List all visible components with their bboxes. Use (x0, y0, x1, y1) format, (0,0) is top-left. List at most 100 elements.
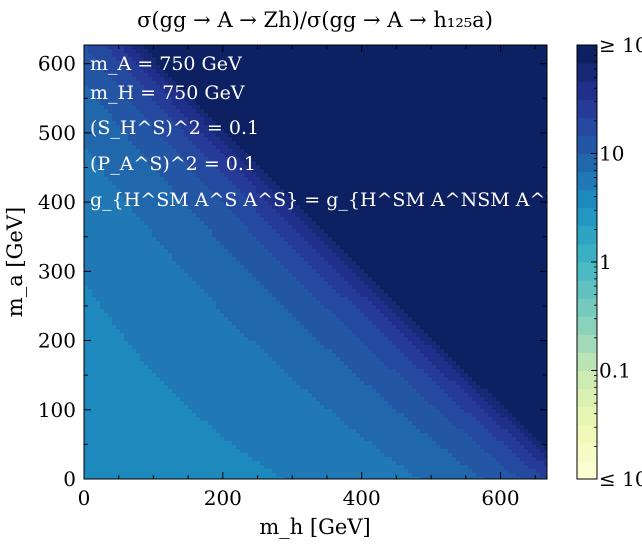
contour-cell (188, 57, 193, 62)
contour-cell (188, 449, 193, 454)
contour-cell (116, 241, 121, 246)
contour-cell (136, 105, 141, 110)
contour-cell (264, 293, 269, 298)
contour-cell (192, 149, 197, 154)
contour-cell (120, 361, 125, 366)
contour-cell (132, 121, 137, 126)
contour-cell (188, 61, 193, 66)
contour-cell (212, 385, 217, 390)
contour-cell (148, 149, 153, 154)
contour-cell (200, 89, 205, 94)
contour-cell (236, 229, 241, 234)
contour-cell (220, 253, 225, 258)
contour-cell (232, 313, 237, 318)
contour-cell (168, 225, 173, 230)
chart-title: σ(gg → A → Zh)/σ(gg → A → h₁₂₅a) (137, 8, 493, 32)
contour-cell (256, 245, 261, 250)
contour-cell (228, 189, 233, 194)
contour-cell (152, 213, 157, 218)
contour-cell (116, 237, 121, 242)
contour-cell (104, 449, 109, 454)
contour-cell (104, 141, 109, 146)
contour-cell (140, 181, 145, 186)
contour-cell (200, 161, 205, 166)
contour-cell (168, 121, 173, 126)
contour-cell (264, 225, 269, 230)
contour-cell (204, 385, 209, 390)
contour-cell (164, 405, 169, 410)
contour-cell (180, 393, 185, 398)
contour-cell (96, 405, 101, 410)
contour-cell (136, 77, 141, 82)
contour-cell (172, 81, 177, 86)
contour-cell (152, 357, 157, 362)
contour-cell (152, 261, 157, 266)
contour-cell (200, 449, 205, 454)
contour-cell (172, 277, 177, 282)
contour-cell (216, 209, 221, 214)
contour-cell (224, 109, 229, 114)
contour-cell (104, 457, 109, 462)
contour-cell (152, 65, 157, 70)
contour-cell (224, 133, 229, 138)
contour-cell (120, 89, 125, 94)
contour-cell (156, 361, 161, 366)
contour-cell (160, 345, 165, 350)
contour-cell (124, 273, 129, 278)
contour-cell (196, 69, 201, 74)
contour-cell (244, 357, 249, 362)
contour-cell (168, 169, 173, 174)
contour-cell (144, 89, 149, 94)
contour-cell (184, 461, 189, 466)
contour-cell (140, 289, 145, 294)
contour-cell (256, 117, 261, 122)
contour-cell (212, 437, 217, 442)
contour-cell (84, 465, 89, 470)
contour-cell (232, 321, 237, 326)
contour-cell (156, 281, 161, 286)
contour-cell (112, 337, 117, 342)
contour-cell (244, 89, 249, 94)
contour-cell (176, 425, 181, 430)
contour-cell (160, 265, 165, 270)
contour-cell (264, 389, 269, 394)
contour-cell (140, 277, 145, 282)
contour-cell (216, 61, 221, 66)
contour-cell (196, 157, 201, 162)
contour-cell (180, 345, 185, 350)
contour-cell (104, 393, 109, 398)
contour-cell (212, 121, 217, 126)
contour-cell (256, 101, 261, 106)
contour-cell (220, 125, 225, 130)
contour-cell (220, 45, 225, 50)
contour-cell (244, 229, 249, 234)
contour-cell (124, 469, 129, 474)
contour-cell (168, 85, 173, 90)
contour-cell (164, 477, 169, 479)
contour-cell (192, 157, 197, 162)
contour-cell (224, 81, 229, 86)
contour-cell (164, 357, 169, 362)
contour-cell (136, 221, 141, 226)
contour-cell (136, 253, 141, 258)
contour-cell (92, 421, 97, 426)
contour-cell (252, 181, 257, 186)
contour-cell (248, 397, 253, 402)
contour-cell (156, 433, 161, 438)
contour-cell (112, 241, 117, 246)
contour-cell (128, 337, 133, 342)
contour-cell (236, 161, 241, 166)
contour-cell (88, 461, 93, 466)
contour-cell (104, 401, 109, 406)
contour-cell (192, 405, 197, 410)
contour-cell (232, 205, 237, 210)
contour-cell (256, 453, 261, 458)
contour-cell (188, 245, 193, 250)
contour-cell (160, 273, 165, 278)
contour-cell (92, 321, 97, 326)
contour-cell (180, 305, 185, 310)
contour-cell (236, 465, 241, 470)
contour-cell (124, 293, 129, 298)
contour-cell (84, 457, 89, 462)
contour-cell (204, 113, 209, 118)
